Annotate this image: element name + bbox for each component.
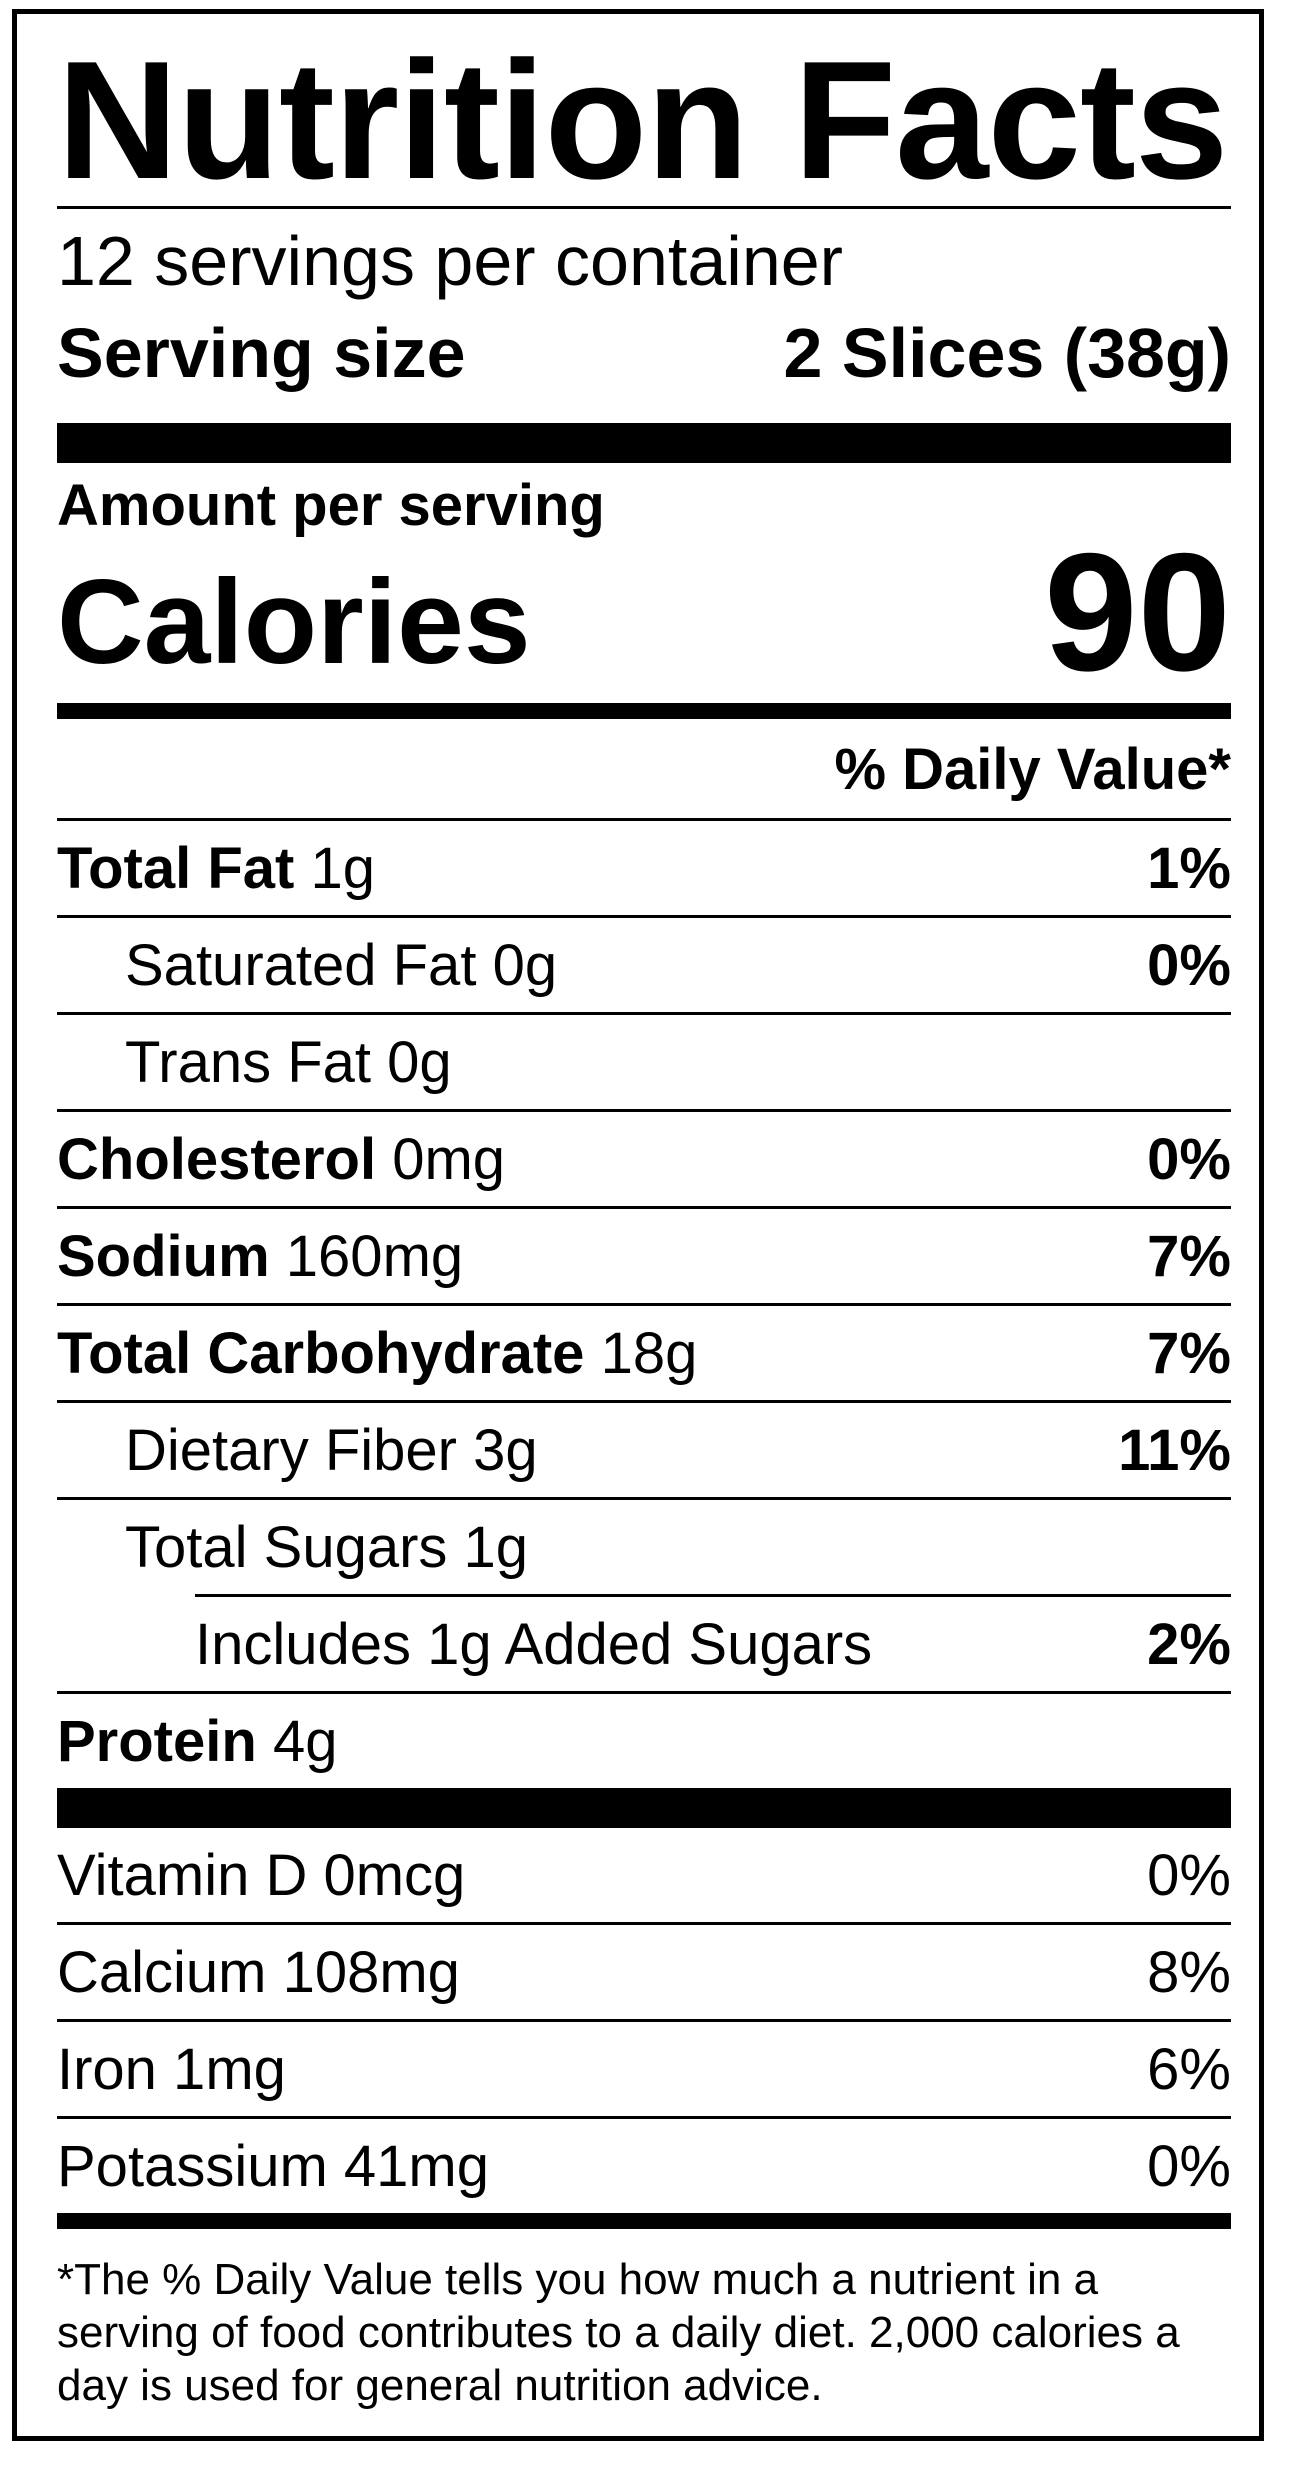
vitamin-dv: 0% bbox=[1147, 1842, 1231, 1908]
divider-thick bbox=[57, 423, 1231, 463]
nutrient-name: Total Fat bbox=[57, 835, 295, 901]
vitamin-name: Calcium 108mg bbox=[57, 1939, 460, 2005]
nutrient-name: Sodium bbox=[57, 1223, 270, 1289]
nutrient-amount: 3g bbox=[473, 1417, 538, 1483]
nutrient-dv: 1% bbox=[1147, 835, 1231, 901]
nutrient-amount: 1g bbox=[310, 835, 375, 901]
nutrient-dv: 11% bbox=[1118, 1417, 1231, 1483]
nutrient-row-sodium: Sodium 160mg 7% bbox=[57, 1206, 1231, 1303]
nutrient-row-saturated-fat: Saturated Fat 0g 0% bbox=[57, 915, 1231, 1012]
servings-per-container: 12 servings per container bbox=[57, 222, 843, 300]
nutrient-row-added-sugars: Includes 1g Added Sugars 2% bbox=[195, 1594, 1231, 1691]
vitamin-row-iron: Iron 1mg 6% bbox=[57, 2019, 1231, 2116]
nutrient-name: Includes 1g Added Sugars bbox=[195, 1611, 873, 1677]
nutrient-amount: 1g bbox=[463, 1514, 529, 1580]
nutrient-name: Saturated Fat bbox=[125, 932, 477, 998]
divider bbox=[57, 206, 1231, 209]
nutrient-row-total-fat: Total Fat 1g 1% bbox=[57, 818, 1231, 915]
nutrient-row-total-sugars: Total Sugars 1g bbox=[57, 1497, 1231, 1594]
amount-per-serving: Amount per serving bbox=[57, 473, 605, 538]
nutrient-name: Total Carbohydrate bbox=[57, 1320, 585, 1386]
nutrition-facts-label: Nutrition Facts 12 servings per containe… bbox=[12, 9, 1264, 2441]
nutrient-name: Trans Fat bbox=[125, 1029, 372, 1095]
nutrient-amount: 18g bbox=[600, 1320, 698, 1386]
vitamin-row-potassium: Potassium 41mg 0% bbox=[57, 2116, 1231, 2213]
nutrient-dv: 2% bbox=[1147, 1611, 1231, 1677]
divider-thick bbox=[57, 1788, 1231, 1828]
nutrient-name: Total Sugars bbox=[125, 1514, 448, 1580]
nutrient-row-trans-fat: Trans Fat 0g bbox=[57, 1012, 1231, 1109]
nutrient-name: Cholesterol bbox=[57, 1126, 377, 1192]
nutrient-amount: 0g bbox=[492, 932, 558, 998]
nutrient-row-total-carbohydrate: Total Carbohydrate 18g 7% bbox=[57, 1303, 1231, 1400]
vitamin-row-vitamin-d: Vitamin D 0mcg 0% bbox=[57, 1828, 1231, 1922]
vitamin-dv: 6% bbox=[1147, 2036, 1231, 2102]
nutrient-row-dietary-fiber: Dietary Fiber 3g 11% bbox=[57, 1400, 1231, 1497]
calories-label: Calories bbox=[57, 555, 531, 689]
nutrient-dv: 0% bbox=[1147, 1126, 1231, 1192]
daily-value-header: % Daily Value* bbox=[834, 737, 1231, 802]
nutrient-dv: 0% bbox=[1147, 932, 1231, 998]
nutrient-name: Protein bbox=[57, 1708, 257, 1774]
vitamin-name: Iron 1mg bbox=[57, 2036, 286, 2102]
divider-medium bbox=[57, 2213, 1231, 2229]
calories-row: Calories 90 bbox=[57, 518, 1231, 706]
vitamin-name: Vitamin D 0mcg bbox=[57, 1842, 466, 1908]
serving-size-label: Serving size bbox=[57, 314, 466, 392]
divider-medium bbox=[57, 703, 1231, 719]
nutrient-row-protein: Protein 4g bbox=[57, 1691, 1231, 1788]
vitamin-row-calcium: Calcium 108mg 8% bbox=[57, 1922, 1231, 2019]
vitamin-name: Potassium 41mg bbox=[57, 2133, 489, 2199]
vitamin-dv: 8% bbox=[1147, 1939, 1231, 2005]
nutrient-dv: 7% bbox=[1147, 1320, 1231, 1386]
serving-size-value: 2 Slices (38g) bbox=[783, 314, 1231, 392]
nutrient-row-cholesterol: Cholesterol 0mg 0% bbox=[57, 1109, 1231, 1206]
nutrient-amount: 4g bbox=[272, 1708, 338, 1774]
vitamin-dv: 0% bbox=[1147, 2133, 1231, 2199]
nutrient-dv: 7% bbox=[1147, 1223, 1231, 1289]
calories-value: 90 bbox=[1044, 518, 1231, 706]
serving-size-row: Serving size 2 Slices (38g) bbox=[57, 313, 1231, 393]
label-title: Nutrition Facts bbox=[57, 26, 1228, 214]
nutrient-amount: 160mg bbox=[285, 1223, 464, 1289]
nutrient-amount: 0mg bbox=[392, 1126, 506, 1192]
nutrient-name: Dietary Fiber bbox=[125, 1417, 457, 1483]
footnote: *The % Daily Value tells you how much a … bbox=[57, 2255, 1180, 2410]
nutrient-amount: 0g bbox=[387, 1029, 452, 1095]
